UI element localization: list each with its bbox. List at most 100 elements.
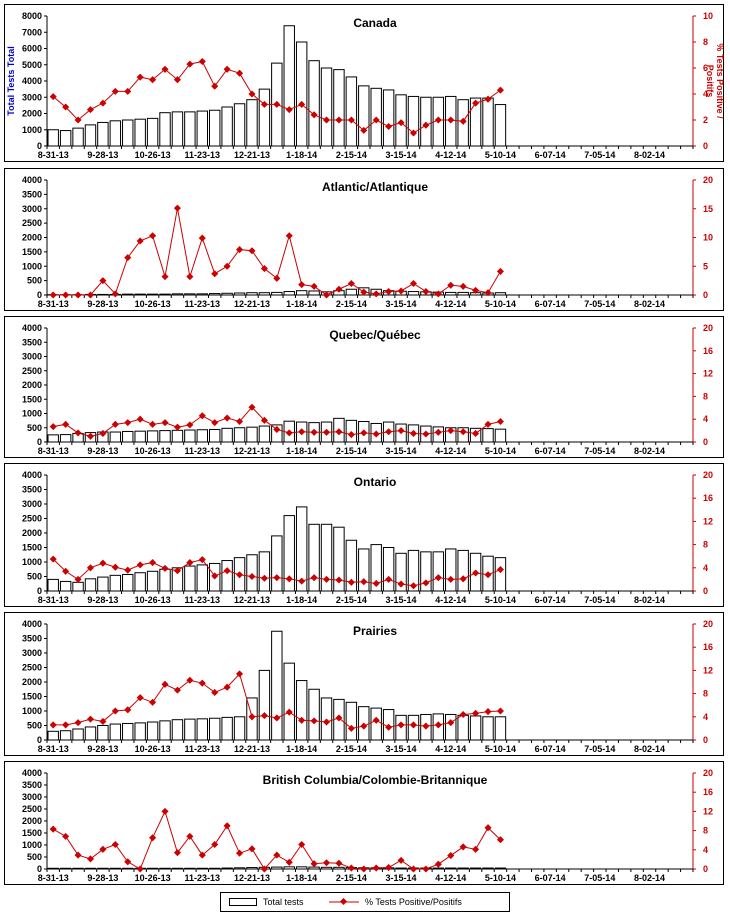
line-point — [161, 273, 169, 281]
line-point — [99, 99, 107, 107]
left-tick-label: 8000 — [22, 11, 42, 21]
line-point — [136, 237, 144, 245]
bar — [420, 551, 432, 592]
bar — [246, 554, 258, 592]
bar — [184, 429, 196, 443]
line-point — [360, 288, 368, 296]
right-tick-label: 4 — [703, 89, 708, 99]
line-point — [322, 859, 331, 867]
x-tick-label: 3-15-14 — [386, 446, 417, 456]
line-point — [372, 290, 380, 298]
bar — [271, 291, 283, 296]
bar — [258, 292, 271, 296]
left-tick-label: 3000 — [22, 499, 42, 509]
bar — [122, 430, 134, 443]
bar — [233, 716, 246, 741]
bar — [445, 291, 457, 296]
x-tick-label: 8-02-14 — [634, 873, 665, 883]
line-point — [360, 429, 368, 437]
left-tick-label: 0 — [37, 864, 42, 874]
line-point — [434, 428, 442, 436]
line-point — [310, 860, 318, 868]
line-point — [360, 126, 368, 134]
x-tick-label: 8-02-14 — [634, 150, 665, 160]
line-point — [236, 417, 244, 426]
right-tick-label: 10 — [703, 233, 713, 243]
chart-panel-1: Canada 0 1000 2000 3000 4000 5000 6000 7000 8000 0… — [4, 4, 725, 162]
bar — [159, 430, 171, 443]
line-point — [149, 76, 157, 84]
bar — [171, 429, 184, 443]
x-tick-label: 1-18-14 — [286, 744, 317, 754]
bar — [271, 866, 283, 870]
line-point — [124, 566, 132, 574]
bar — [258, 425, 271, 443]
line-point — [409, 279, 418, 288]
x-tick-label: 11-23-13 — [185, 446, 221, 456]
x-tick-label: 3-15-14 — [386, 873, 417, 883]
line-point — [459, 843, 467, 851]
x-tick-label: 9-28-13 — [87, 873, 118, 883]
right-tick-label: 20 — [703, 175, 713, 185]
x-tick-label: 10-26-13 — [135, 299, 171, 309]
right-tick-label: 8 — [703, 391, 708, 401]
left-tick-label: 4000 — [22, 470, 42, 480]
x-tick-label: 11-23-13 — [185, 873, 221, 883]
bar — [494, 428, 507, 443]
line-point — [347, 864, 355, 872]
bar — [258, 88, 271, 147]
line-point — [409, 721, 418, 729]
bar — [97, 121, 109, 147]
left-tick-label: 2500 — [22, 514, 42, 524]
line-point — [298, 100, 306, 108]
bar — [97, 725, 109, 741]
left-tick-label: 500 — [27, 721, 42, 731]
percent-positive-line — [52, 810, 501, 870]
line-point — [360, 865, 368, 873]
legend-bars-label: Total tests — [263, 897, 304, 907]
line-point — [472, 99, 480, 107]
bar — [320, 866, 333, 870]
bar — [196, 564, 208, 592]
line-point — [422, 722, 430, 730]
bar — [59, 434, 72, 443]
line-point — [211, 688, 219, 696]
x-tick-label: 2-15-14 — [336, 150, 367, 160]
x-tick-label: 12-21-13 — [234, 299, 270, 309]
x-tick-label: 5-10-14 — [485, 299, 516, 309]
left-tick-label: 3500 — [22, 189, 42, 199]
line-point — [49, 423, 57, 431]
line-point — [186, 832, 194, 840]
x-tick-label: 12-21-13 — [234, 873, 270, 883]
line-point — [372, 864, 380, 872]
line-point — [260, 100, 268, 108]
bar — [333, 526, 345, 592]
line-point — [285, 429, 293, 437]
bar — [134, 722, 146, 741]
bar — [47, 129, 59, 147]
bar — [221, 292, 233, 296]
bar — [134, 293, 146, 296]
line-point — [223, 65, 231, 73]
bar — [47, 434, 59, 443]
bar — [109, 120, 122, 147]
x-tick-label: 2-15-14 — [336, 299, 367, 309]
left-tick-label: 1000 — [22, 261, 42, 271]
line-point — [186, 421, 194, 429]
chart-svg: British Columbia/Colombie-Britannique 0 50… — [22, 768, 713, 883]
x-tick-label: 3-15-14 — [386, 595, 417, 605]
left-tick-label: 2000 — [22, 816, 42, 826]
right-tick-label: 2 — [703, 115, 708, 125]
legend-line-swatch — [329, 898, 359, 906]
bar — [469, 715, 482, 741]
chart-title: Quebec/Québec — [329, 328, 421, 342]
line-point — [62, 291, 70, 299]
line-point — [298, 577, 306, 585]
right-tick-label: 5 — [703, 261, 708, 271]
bar — [283, 866, 295, 870]
line-point — [447, 281, 455, 289]
bar — [320, 67, 333, 147]
bar — [283, 662, 295, 741]
line-point — [74, 116, 82, 124]
line-point — [335, 285, 343, 293]
